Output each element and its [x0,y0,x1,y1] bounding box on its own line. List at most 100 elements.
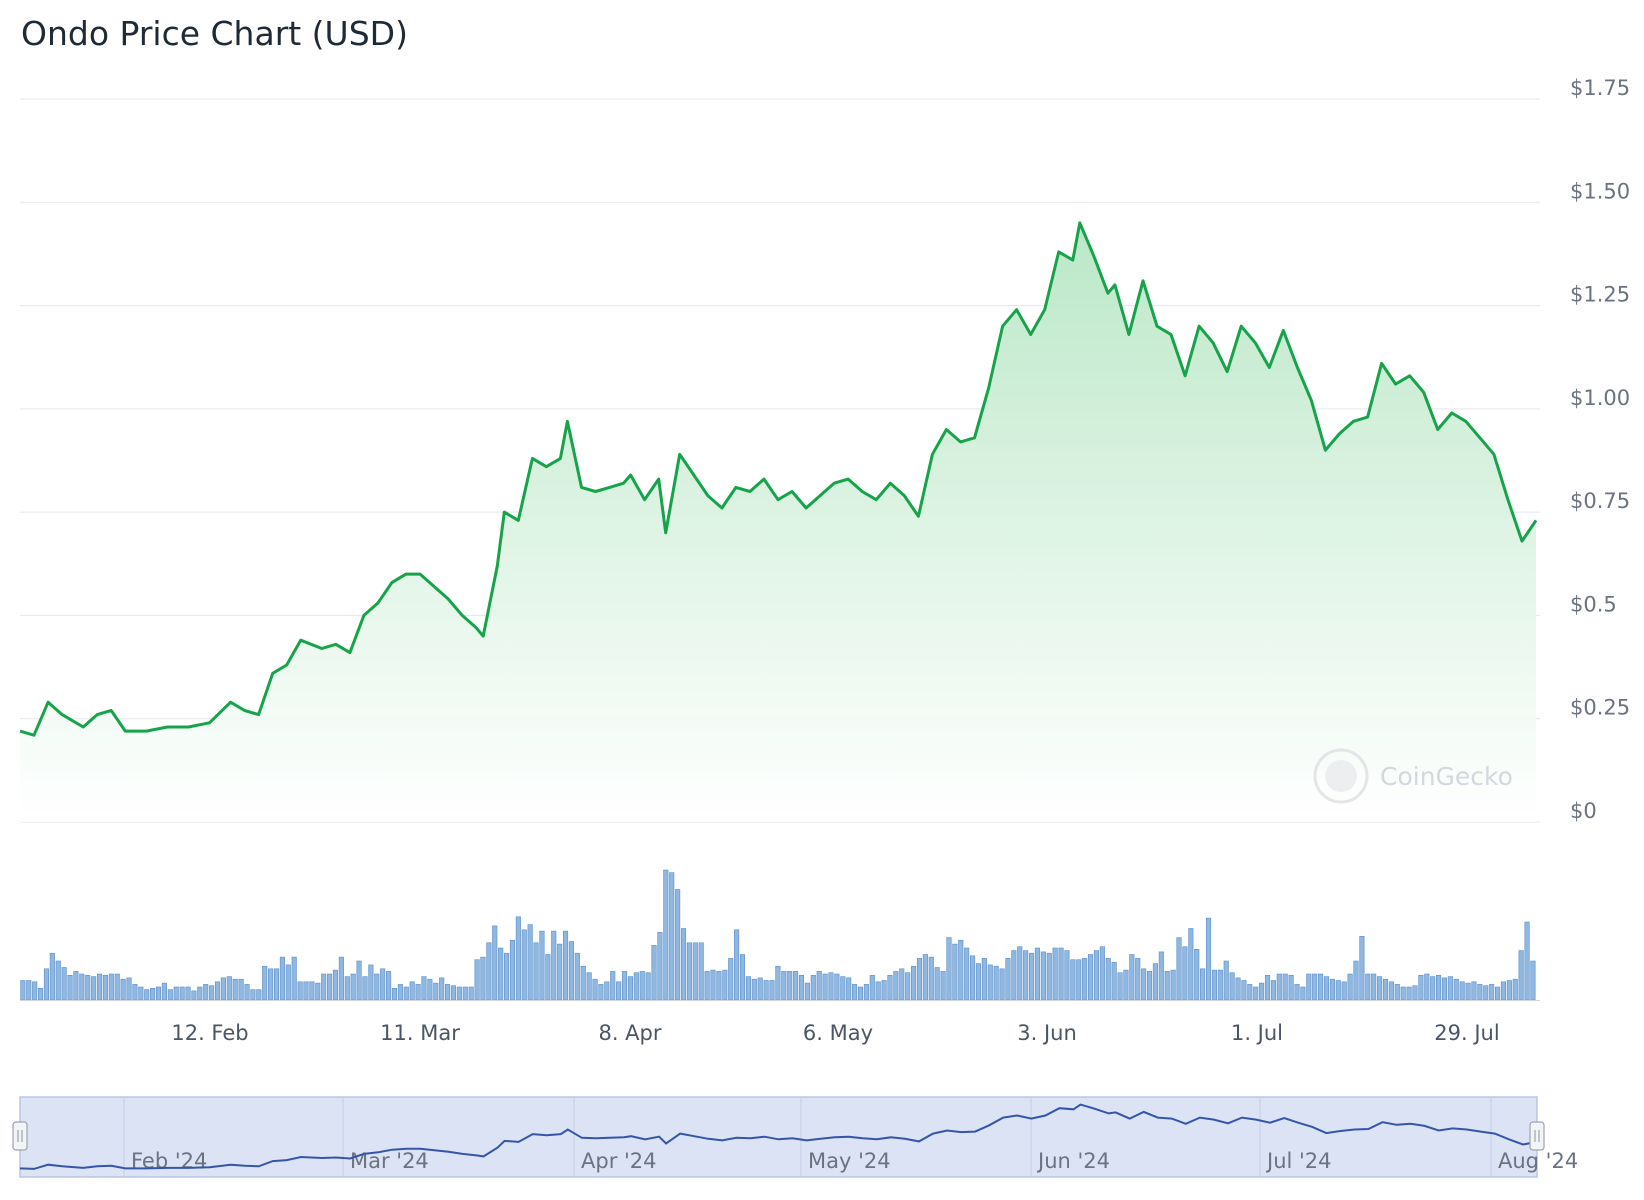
volume-bar [1241,980,1247,1001]
volume-bar [85,974,91,1001]
volume-bar [209,985,215,1001]
volume-bar [1489,984,1495,1001]
volume-bar [704,971,710,1001]
volume-bar [73,971,79,1001]
volume-bar [1223,960,1229,1001]
volume-bar [1194,948,1200,1001]
volume-bar [1406,986,1412,1001]
volume-bar [450,985,457,1001]
volume-bar [509,939,516,1001]
volume-bar [881,980,887,1001]
navigator-left-handle[interactable] [12,1121,28,1151]
volume-bar [539,930,545,1001]
volume-bar [79,973,85,1001]
volume-bar [1029,952,1035,1001]
volume-bar [1170,969,1176,1001]
chart-title: Ondo Price Chart (USD) [21,14,408,53]
volume-bar [126,977,132,1001]
navigator-right-handle[interactable] [1529,1121,1545,1151]
volume-bar [769,980,775,1001]
volume-bar [1424,973,1430,1001]
volume-bar [220,977,226,1001]
volume-bar [828,972,834,1001]
volume-bar [433,982,439,1001]
volume-bar [1164,971,1170,1001]
volume-bar [1052,947,1058,1001]
volume-bar [1318,973,1324,1001]
volume-bar [1477,984,1483,1001]
volume-bar [421,976,427,1001]
volume-bar [386,971,392,1001]
x-tick-label: 3. Jun [1017,1021,1077,1045]
volume-bar [26,980,32,1001]
volume-bar [321,973,327,1001]
volume-bar [816,971,822,1001]
volume-bar [1441,977,1448,1001]
volume-bar [869,974,875,1001]
volume-bar [651,945,657,1001]
volume-bar [675,889,681,1001]
volume-bar [279,956,285,1001]
volume-bar [256,989,262,1001]
volume-bar [1518,950,1524,1001]
volume-bar [1247,984,1253,1001]
volume-bar [728,958,734,1001]
volume-bar [863,984,869,1001]
volume-bar [120,978,126,1001]
volume-bar [1412,985,1418,1001]
volume-bar [822,973,828,1001]
volume-bar [1034,947,1040,1001]
price-line [19,221,1538,737]
volume-bar [716,971,722,1001]
y-tick-label: $1.75 [1570,76,1630,100]
volume-bar [474,959,480,1001]
volume-bar [297,981,303,1001]
volume-bar [551,930,557,1001]
volume-bar [568,941,574,1001]
volume-bar [214,981,221,1001]
volume-bar [439,977,445,1001]
volume-bar [415,984,421,1001]
volume-bar [338,956,344,1001]
volume-bar [468,986,474,1001]
volume-bar [586,972,592,1001]
navigator[interactable]: Feb '24 Mar '24 Apr '24 May '24 Jun '24 Jul '… [12,1096,1578,1178]
volume-bar [946,937,952,1001]
volume-bar [846,977,852,1001]
price-area-fill [20,222,1536,822]
volume-bar [1111,961,1117,1001]
volume-bar [940,971,946,1001]
volume-bar [1270,980,1276,1001]
volume-bar [1294,984,1300,1001]
price-series-line [19,221,1538,737]
navigator-window [19,1096,1538,1178]
y-tick-label: $1.25 [1570,283,1630,307]
x-axis: 12. Feb 11. Mar 8. Apr 6. May 3. Jun 1. Jul 29… [171,1021,1499,1045]
volume-bar [155,986,162,1001]
volume-bar [627,976,633,1001]
volume-bar [1135,958,1141,1001]
volume-bar [834,973,840,1001]
volume-bar [1347,973,1353,1001]
volume-bar [787,971,793,1001]
volume-bar [1418,974,1424,1001]
volume-bar [1300,986,1306,1001]
volume-bar [751,978,757,1001]
volume-bar [1253,986,1259,1001]
volume-bar [515,916,521,1001]
x-tick-label: 8. Apr [598,1021,661,1045]
volume-bar [857,986,864,1001]
volume-bar [1005,958,1011,1001]
volume-bar [1211,969,1217,1001]
volume-bar [734,929,740,1001]
price-area [20,222,1536,822]
volume-bar [409,981,415,1001]
volume-bar [37,987,44,1001]
volume-bar [1046,952,1052,1001]
volume-bar [262,965,268,1001]
volume-bar [173,986,179,1001]
volume-bar [1512,978,1518,1001]
volume-bar [1465,982,1471,1001]
volume-bar [344,976,350,1001]
